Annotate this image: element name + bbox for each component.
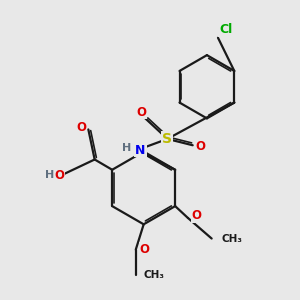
Text: Cl: Cl bbox=[219, 23, 232, 36]
Text: O: O bbox=[136, 106, 146, 118]
Text: O: O bbox=[192, 209, 202, 222]
Text: O: O bbox=[76, 122, 86, 134]
Text: CH₃: CH₃ bbox=[144, 270, 165, 280]
Text: O: O bbox=[140, 243, 150, 256]
Text: H: H bbox=[45, 170, 55, 180]
Text: N: N bbox=[135, 143, 146, 157]
Text: S: S bbox=[162, 132, 172, 146]
Text: CH₃: CH₃ bbox=[221, 233, 242, 244]
Text: H: H bbox=[122, 143, 131, 153]
Text: O: O bbox=[196, 140, 206, 153]
Text: O: O bbox=[55, 169, 64, 182]
